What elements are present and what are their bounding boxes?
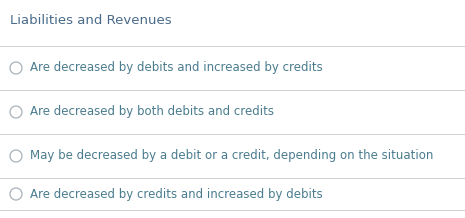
Text: Are decreased by both debits and credits: Are decreased by both debits and credits — [30, 106, 274, 119]
Text: Are decreased by credits and increased by debits: Are decreased by credits and increased b… — [30, 187, 323, 201]
Text: Are decreased by debits and increased by credits: Are decreased by debits and increased by… — [30, 61, 323, 75]
Text: May be decreased by a debit or a credit, depending on the situation: May be decreased by a debit or a credit,… — [30, 150, 433, 162]
Text: Liabilities and Revenues: Liabilities and Revenues — [10, 14, 172, 27]
